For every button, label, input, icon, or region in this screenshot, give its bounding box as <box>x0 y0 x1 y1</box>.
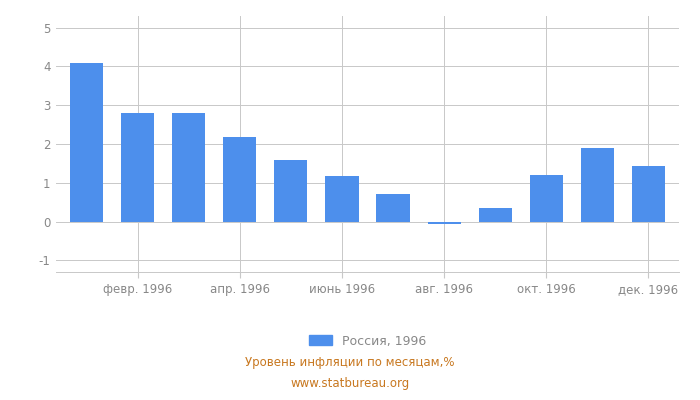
Bar <box>377 194 410 222</box>
Bar <box>326 176 358 222</box>
Bar <box>70 62 103 222</box>
Bar <box>121 113 154 222</box>
Bar <box>172 113 205 222</box>
Text: Уровень инфляции по месяцам,%: Уровень инфляции по месяцам,% <box>245 356 455 369</box>
Bar <box>581 148 614 222</box>
Bar <box>530 175 563 222</box>
Legend: Россия, 1996: Россия, 1996 <box>309 334 426 348</box>
Bar <box>632 166 665 222</box>
Bar <box>274 160 307 222</box>
Bar <box>428 222 461 224</box>
Bar <box>479 208 512 222</box>
Text: www.statbureau.org: www.statbureau.org <box>290 377 410 390</box>
Bar <box>223 137 256 222</box>
